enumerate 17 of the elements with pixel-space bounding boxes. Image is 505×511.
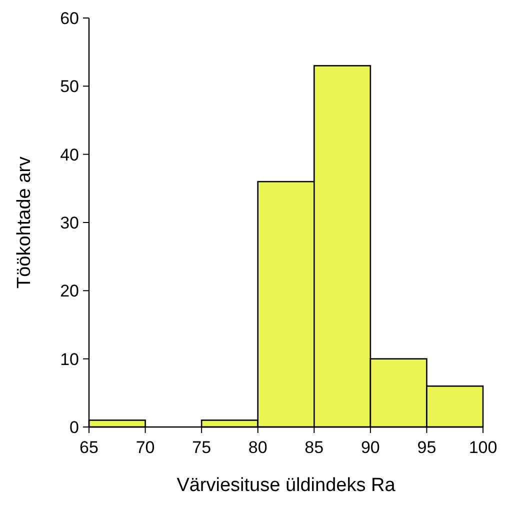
y-tick-label: 30: [60, 213, 79, 232]
x-tick-label: 95: [417, 438, 436, 457]
y-tick-label: 40: [60, 145, 79, 164]
y-axis-title: Töökohtade arv: [14, 156, 35, 289]
y-tick-label: 0: [70, 418, 79, 437]
y-tick-label: 60: [60, 8, 79, 28]
y-tick-label: 50: [60, 77, 79, 96]
y-tick-label: 10: [60, 350, 79, 369]
y-tick-label: 20: [60, 282, 79, 301]
x-tick-label: 65: [80, 438, 98, 457]
x-tick-label: 85: [304, 438, 324, 457]
x-tick-label: 100: [468, 438, 498, 457]
x-tick-label: 70: [136, 438, 155, 457]
x-axis-title: Värviesituse üldindeks Ra: [176, 475, 396, 496]
x-tick-label: 90: [360, 438, 380, 457]
x-tick-label: 75: [192, 438, 212, 457]
x-tick-label: 80: [248, 438, 268, 457]
